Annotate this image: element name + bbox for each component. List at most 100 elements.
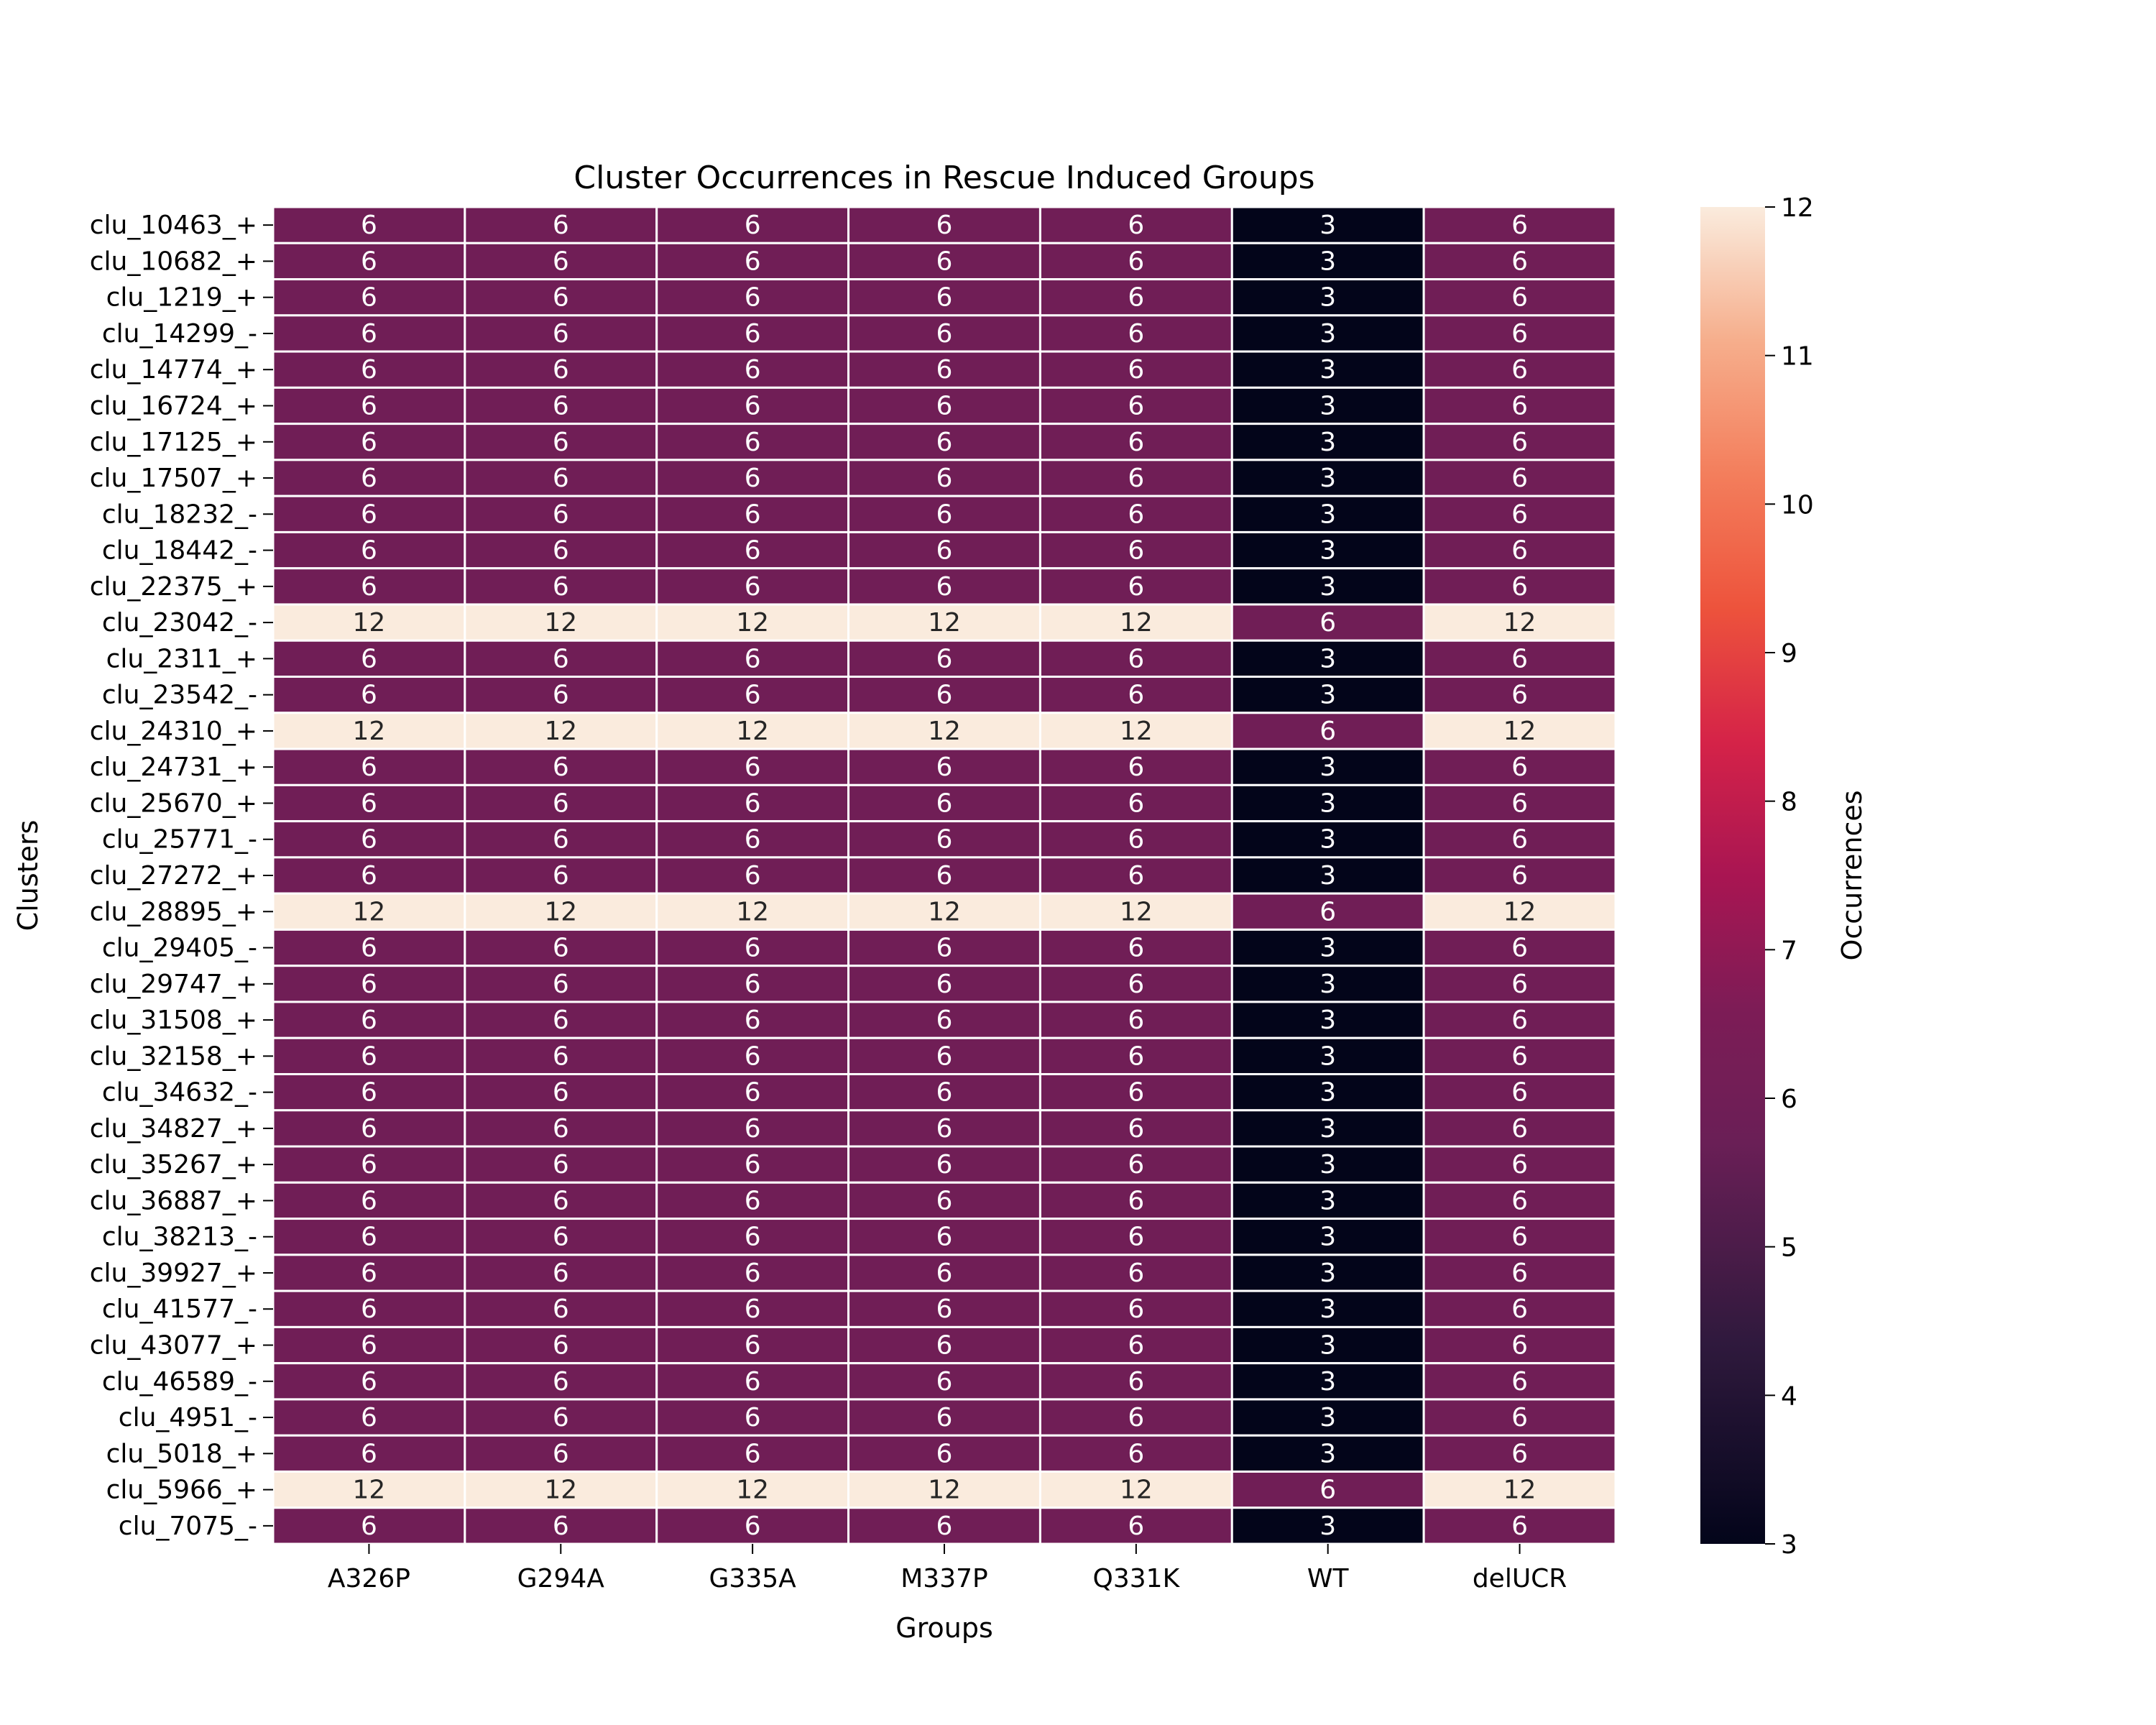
cell-value-label: 6	[936, 464, 953, 493]
cell-value-label: 6	[1128, 1331, 1144, 1361]
heatmap-cell	[464, 603, 658, 642]
cell-value-label: 6	[936, 391, 953, 420]
heatmap-cell	[1038, 567, 1233, 606]
cell-value-label: 6	[1128, 1403, 1144, 1432]
row-tick-label: clu_14774_+	[90, 355, 257, 385]
cell-value-label: 6	[745, 319, 761, 349]
heatmap-cell	[1038, 1362, 1233, 1401]
heatmap-cell	[1422, 1181, 1617, 1220]
cell-value-label: 12	[544, 1476, 577, 1505]
cell-value-label: 6	[361, 934, 377, 963]
heatmap-cell	[1038, 1398, 1233, 1437]
cell-value-label: 3	[1319, 319, 1336, 349]
heatmap-cell	[1422, 928, 1617, 967]
cell-value-label: 6	[1128, 1150, 1144, 1179]
heatmap-cell	[1422, 856, 1617, 895]
cell-value-label: 6	[745, 1114, 761, 1144]
cell-value-label: 6	[361, 283, 377, 313]
cell-value-label: 6	[1511, 464, 1528, 493]
cell-value-label: 6	[553, 1512, 569, 1541]
cell-value-label: 6	[1128, 1186, 1144, 1215]
cell-value-label: 6	[936, 934, 953, 963]
cell-value-label: 6	[361, 644, 377, 673]
heatmap-cell	[464, 820, 658, 859]
heatmap-cell	[1230, 1145, 1425, 1184]
cell-value-label: 6	[361, 1006, 377, 1035]
cell-value-label: 6	[745, 500, 761, 529]
cell-value-label: 6	[1511, 1439, 1528, 1468]
heatmap-cell	[1230, 1362, 1425, 1401]
heatmap-cell	[847, 1289, 1041, 1328]
cell-value-label: 6	[553, 572, 569, 602]
heatmap-cell	[847, 1325, 1041, 1365]
heatmap-cell	[1230, 1218, 1425, 1256]
cell-value-label: 6	[1128, 211, 1144, 240]
heatmap-cell	[1422, 1398, 1617, 1437]
cell-value-label: 6	[361, 1331, 377, 1361]
column-tick-label: delUCR	[1473, 1564, 1567, 1593]
heatmap-cell	[1422, 1145, 1617, 1184]
cell-value-label: 6	[745, 283, 761, 313]
cell-value-label: 6	[361, 970, 377, 999]
row-tick-label: clu_41577_-	[102, 1294, 257, 1324]
colorbar-tick-label: 7	[1781, 936, 1797, 965]
cell-value-label: 6	[553, 428, 569, 457]
cell-value-label: 12	[736, 608, 769, 638]
cell-value-label: 6	[1511, 428, 1528, 457]
heatmap-cell	[464, 928, 658, 967]
cell-value-label: 6	[361, 1403, 377, 1432]
cell-value-label: 6	[936, 1078, 953, 1108]
cell-value-label: 6	[936, 1331, 953, 1361]
colorbar-tick-label: 11	[1781, 342, 1814, 372]
cell-value-label: 6	[745, 1006, 761, 1035]
cell-value-label: 3	[1319, 934, 1336, 963]
cell-value-label: 6	[745, 1512, 761, 1541]
cell-value-label: 6	[553, 319, 569, 349]
heatmap-cell	[1422, 603, 1617, 642]
cell-value-label: 12	[353, 608, 386, 638]
cell-value-label: 6	[1511, 211, 1528, 240]
cell-value-label: 6	[1511, 788, 1528, 818]
column-tick-labels: A326P G294A G335A M337P Q331K WT delUCR	[328, 1544, 1567, 1593]
row-tick-label: clu_39927_+	[90, 1259, 257, 1288]
heatmap-cell	[1422, 1470, 1617, 1509]
heatmap-cell	[1038, 494, 1233, 533]
cell-value-label: 6	[1511, 319, 1528, 349]
heatmap-cell	[1038, 1181, 1233, 1220]
cell-value-label: 12	[928, 897, 961, 926]
cell-value-label: 6	[553, 970, 569, 999]
heatmap-cell	[847, 783, 1041, 823]
cell-value-label: 6	[745, 1150, 761, 1179]
cell-value-label: 6	[1128, 788, 1144, 818]
heatmap-cell	[1422, 242, 1617, 281]
heatmap-cell	[1422, 1000, 1617, 1039]
heatmap-cell	[1422, 278, 1617, 317]
colorbar-tick-label: 10	[1781, 490, 1814, 520]
row-tick-label: clu_36887_+	[90, 1186, 257, 1215]
heatmap-cell	[847, 423, 1041, 461]
heatmap-cell	[464, 567, 658, 606]
cell-value-label: 6	[745, 572, 761, 602]
heatmap-cell	[1230, 856, 1425, 895]
cell-value-label: 6	[936, 1367, 953, 1397]
heatmap-cell	[655, 242, 850, 281]
row-tick-label: clu_24731_+	[90, 753, 257, 782]
cell-value-label: 6	[745, 247, 761, 276]
cell-value-label: 6	[1128, 283, 1144, 313]
row-tick-label: clu_35267_+	[90, 1150, 257, 1179]
heatmap-cell	[272, 350, 466, 389]
cell-value-label: 6	[361, 1114, 377, 1144]
cell-value-label: 6	[361, 1186, 377, 1215]
heatmap-cell	[1422, 820, 1617, 859]
heatmap-cell	[272, 603, 466, 642]
colorbar: 3 4 5 6 7 8 9 10 11 12	[1700, 193, 1814, 1560]
heatmap-cell	[272, 965, 466, 1003]
heatmap-cell	[655, 350, 850, 389]
cell-value-label: 3	[1319, 1294, 1336, 1324]
cell-value-label: 6	[1128, 1223, 1144, 1252]
cell-value-label: 6	[553, 1223, 569, 1252]
cell-value-label: 6	[553, 788, 569, 818]
heatmap-cell	[1038, 676, 1233, 714]
heatmap-cell	[1230, 1109, 1425, 1148]
cell-value-label: 6	[361, 1367, 377, 1397]
